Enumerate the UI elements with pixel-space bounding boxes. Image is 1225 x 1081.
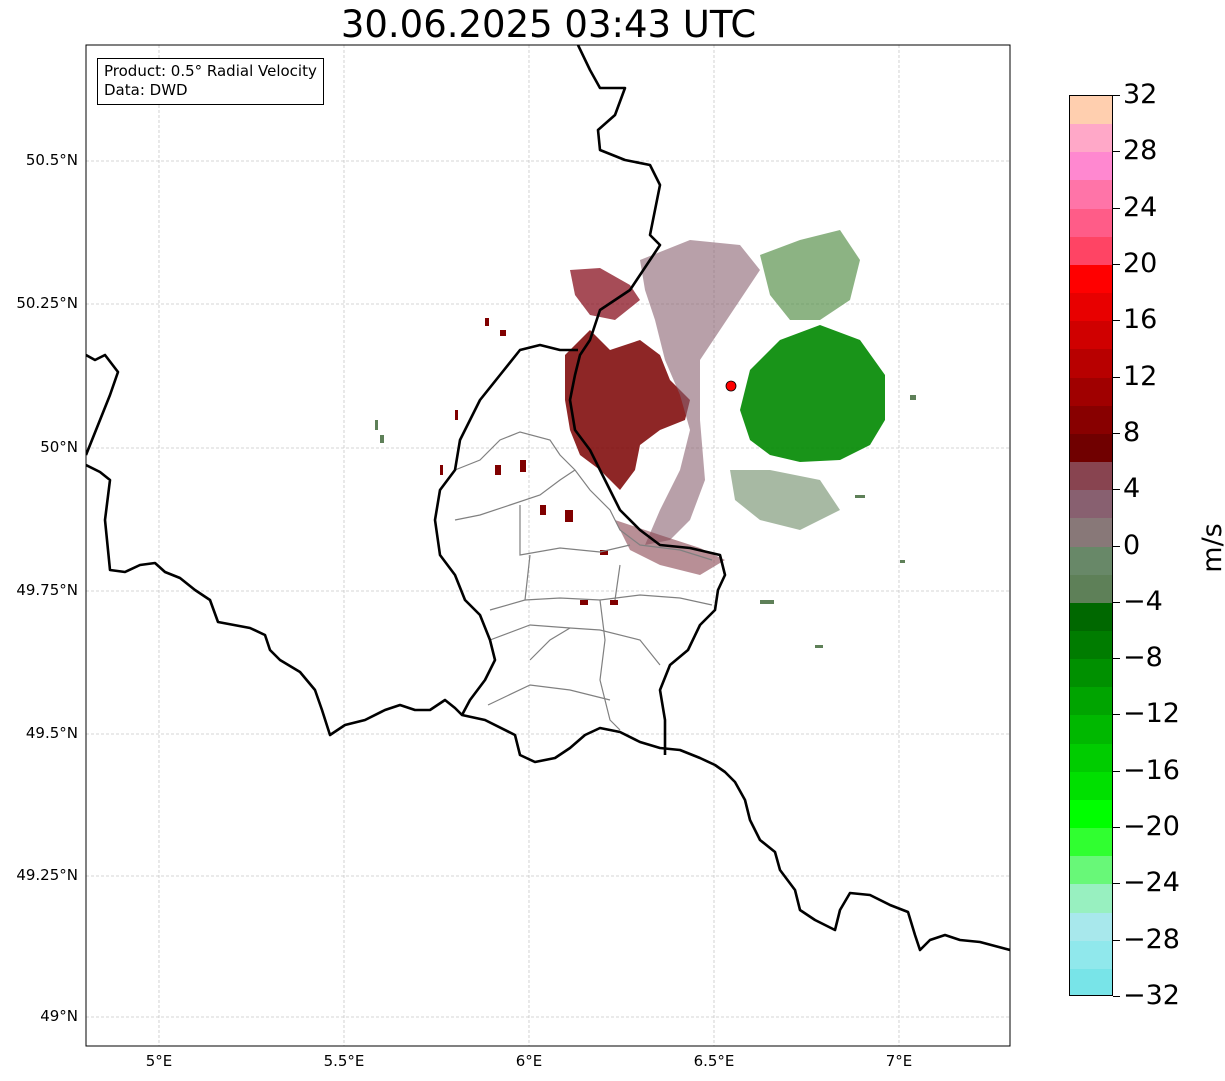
- colorbar-segment: [1070, 433, 1112, 463]
- colorbar-tick-mark: [1113, 151, 1120, 153]
- colorbar-segment: [1070, 968, 1112, 995]
- colorbar-tick-label: 24: [1123, 191, 1158, 223]
- colorbar-tick-label: −12: [1123, 698, 1180, 730]
- inbound-weak-echo-northeast: [760, 230, 860, 320]
- colorbar-segment: [1070, 771, 1112, 800]
- gridlines: [86, 45, 1010, 1046]
- lat-tick-label: 50.5°N: [25, 151, 78, 169]
- colorbar-segment: [1070, 180, 1112, 209]
- colorbar-segment: [1070, 743, 1112, 772]
- colorbar-tick-mark: [1113, 207, 1120, 209]
- map-title: 30.06.2025 03:43 UTC: [340, 3, 757, 46]
- colorbar-segment: [1070, 602, 1112, 631]
- lat-tick-label: 50°N: [40, 438, 78, 456]
- colorbar-tick-mark: [1113, 714, 1120, 716]
- colorbar-segment: [1070, 462, 1112, 491]
- colorbar-tick-mark: [1113, 883, 1120, 885]
- velocity-colorbar: [1069, 95, 1113, 996]
- colorbar-tick-label: 32: [1123, 79, 1158, 110]
- colorbar-tick-mark: [1113, 320, 1120, 322]
- lon-tick-label: 5°E: [145, 1052, 173, 1070]
- colorbar-segment: [1070, 377, 1112, 406]
- velocity-echoes: [375, 230, 916, 648]
- colorbar-segment: [1070, 152, 1112, 181]
- colorbar-tick-mark: [1113, 601, 1120, 603]
- colorbar-unit-label: m/s: [1197, 523, 1225, 573]
- colorbar-tick-mark: [1113, 263, 1120, 265]
- colorbar-segment: [1070, 518, 1112, 547]
- lon-tick-label: 6°E: [515, 1052, 543, 1070]
- colorbar-tick-mark: [1113, 658, 1120, 660]
- product-info-box: Product: 0.5° Radial Velocity Data: DWD: [97, 58, 324, 105]
- colorbar-tick-label: −24: [1123, 867, 1180, 899]
- colorbar-tick-mark: [1113, 545, 1120, 547]
- colorbar-tick-label: −16: [1123, 754, 1180, 786]
- colorbar-tick-label: 4: [1123, 473, 1141, 505]
- outbound-weak-echo-south: [615, 520, 725, 575]
- colorbar-tick-label: −32: [1123, 980, 1180, 1011]
- lon-tick-label: 6.5°E: [693, 1052, 735, 1070]
- radar-site-marker: [725, 380, 737, 392]
- colorbar-segment: [1070, 574, 1112, 603]
- colorbar-segment: [1070, 828, 1112, 857]
- colorbar-tick-label: 0: [1123, 529, 1141, 561]
- product-label: Product: 0.5° Radial Velocity: [104, 62, 317, 80]
- inbound-weak-echo-southeast: [730, 470, 840, 530]
- outbound-weak-echo-ring: [640, 240, 760, 545]
- colorbar-segment: [1070, 236, 1112, 265]
- colorbar-segment: [1070, 96, 1112, 125]
- lat-tick-label: 49.75°N: [16, 581, 78, 599]
- colorbar-segment: [1070, 293, 1112, 322]
- lat-tick-label: 49.25°N: [16, 866, 78, 884]
- map-frame: [85, 44, 1011, 1047]
- colorbar-segment: [1070, 208, 1112, 237]
- colorbar-tick-mark: [1113, 95, 1120, 96]
- colorbar-segment: [1070, 799, 1112, 829]
- colorbar-segment: [1070, 349, 1112, 378]
- country-borders: [86, 45, 1010, 952]
- colorbar-tick-label: 12: [1123, 360, 1158, 392]
- colorbar-segment: [1070, 856, 1112, 885]
- colorbar-tick-label: 28: [1123, 135, 1158, 167]
- colorbar-segment: [1070, 715, 1112, 744]
- colorbar-tick-mark: [1113, 996, 1120, 997]
- colorbar-segment: [1070, 884, 1112, 913]
- colorbar-segment: [1070, 659, 1112, 688]
- colorbar-tick-mark: [1113, 376, 1120, 378]
- colorbar-tick-mark: [1113, 432, 1120, 434]
- colorbar-tick-label: 20: [1123, 247, 1158, 279]
- data-source-label: Data: DWD: [104, 81, 188, 99]
- colorbar-tick-label: 8: [1123, 416, 1141, 448]
- colorbar-segment: [1070, 912, 1112, 941]
- colorbar-segment: [1070, 687, 1112, 716]
- colorbar-tick-label: 16: [1123, 304, 1158, 336]
- lon-tick-label: 7°E: [885, 1052, 913, 1070]
- colorbar-segment: [1070, 405, 1112, 434]
- colorbar-tick-label: −4: [1123, 585, 1163, 617]
- colorbar-tick-label: −28: [1123, 923, 1180, 955]
- colorbar-segment: [1070, 321, 1112, 350]
- lat-tick-label: 50.25°N: [16, 294, 78, 312]
- colorbar-tick-label: −8: [1123, 642, 1163, 674]
- colorbar-tick-mark: [1113, 939, 1120, 941]
- canton-boundaries: [454, 431, 713, 731]
- colorbar-tick-label: −20: [1123, 811, 1180, 843]
- outbound-echo-north: [570, 268, 640, 320]
- lat-tick-label: 49.5°N: [25, 724, 78, 742]
- colorbar-tick-mark: [1113, 489, 1120, 491]
- outbound-echo-area: [565, 330, 690, 490]
- lat-tick-label: 49°N: [40, 1007, 78, 1025]
- colorbar-segment: [1070, 490, 1112, 519]
- colorbar-segment: [1070, 630, 1112, 660]
- colorbar-tick-mark: [1113, 827, 1120, 829]
- colorbar-segment: [1070, 546, 1112, 575]
- colorbar-segment: [1070, 124, 1112, 153]
- lon-tick-label: 5.5°E: [323, 1052, 365, 1070]
- colorbar-segment: [1070, 940, 1112, 969]
- colorbar-segment: [1070, 264, 1112, 294]
- colorbar-tick-mark: [1113, 770, 1120, 772]
- inbound-echo-area: [740, 325, 885, 462]
